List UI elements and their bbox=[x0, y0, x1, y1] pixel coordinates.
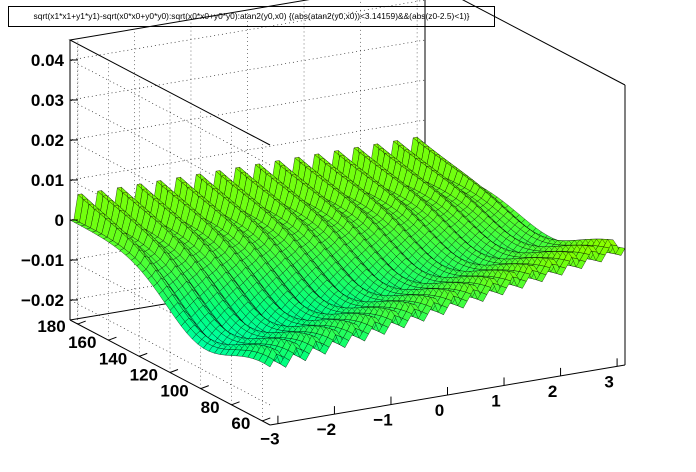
frame-front bbox=[69, 40, 626, 426]
x-tick-label: 2 bbox=[548, 382, 557, 401]
grid-line-z bbox=[69, 0, 426, 166]
x-tick-label: 1 bbox=[491, 391, 500, 410]
x-tick-label: −1 bbox=[373, 411, 392, 430]
x-tick-label: −3 bbox=[260, 430, 279, 449]
surface-mesh bbox=[69, 136, 626, 368]
x-tick-label: 0 bbox=[435, 401, 444, 420]
z-tick-label: −0.01 bbox=[21, 251, 64, 270]
z-tick-label: 0.04 bbox=[31, 51, 65, 70]
z-tick-label: 0 bbox=[55, 211, 64, 230]
box-top-edges bbox=[68, 0, 626, 146]
z-tick-label: 0.02 bbox=[31, 131, 64, 150]
x-tick-label: 3 bbox=[604, 372, 613, 391]
y-tick-mark bbox=[77, 320, 86, 325]
y-tick-label: 180 bbox=[37, 317, 65, 336]
y-tick-label: 80 bbox=[201, 398, 220, 417]
y-tick-mark bbox=[200, 385, 209, 390]
x-tick-label: −2 bbox=[317, 420, 336, 439]
chart-title: sqrt(x1*x1+y1*y1)-sqrt(x0*x0+y0*y0):sqrt… bbox=[33, 11, 470, 21]
y-tick-label: 60 bbox=[231, 414, 250, 433]
y-tick-mark bbox=[139, 352, 148, 357]
y-tick-label: 160 bbox=[68, 333, 96, 352]
y-tick-mark bbox=[262, 417, 271, 422]
y-tick-mark bbox=[169, 369, 179, 373]
z-tick-label: 0.03 bbox=[31, 91, 64, 110]
y-tick-label: 140 bbox=[99, 349, 127, 368]
y-tick-label: 120 bbox=[130, 366, 158, 385]
z-tick-label: −0.02 bbox=[21, 291, 64, 310]
y-tick-mark bbox=[231, 401, 240, 406]
y-tick-mark bbox=[108, 336, 117, 341]
z-tick-label: 0.01 bbox=[31, 171, 64, 190]
y-tick-label: 100 bbox=[160, 382, 188, 401]
